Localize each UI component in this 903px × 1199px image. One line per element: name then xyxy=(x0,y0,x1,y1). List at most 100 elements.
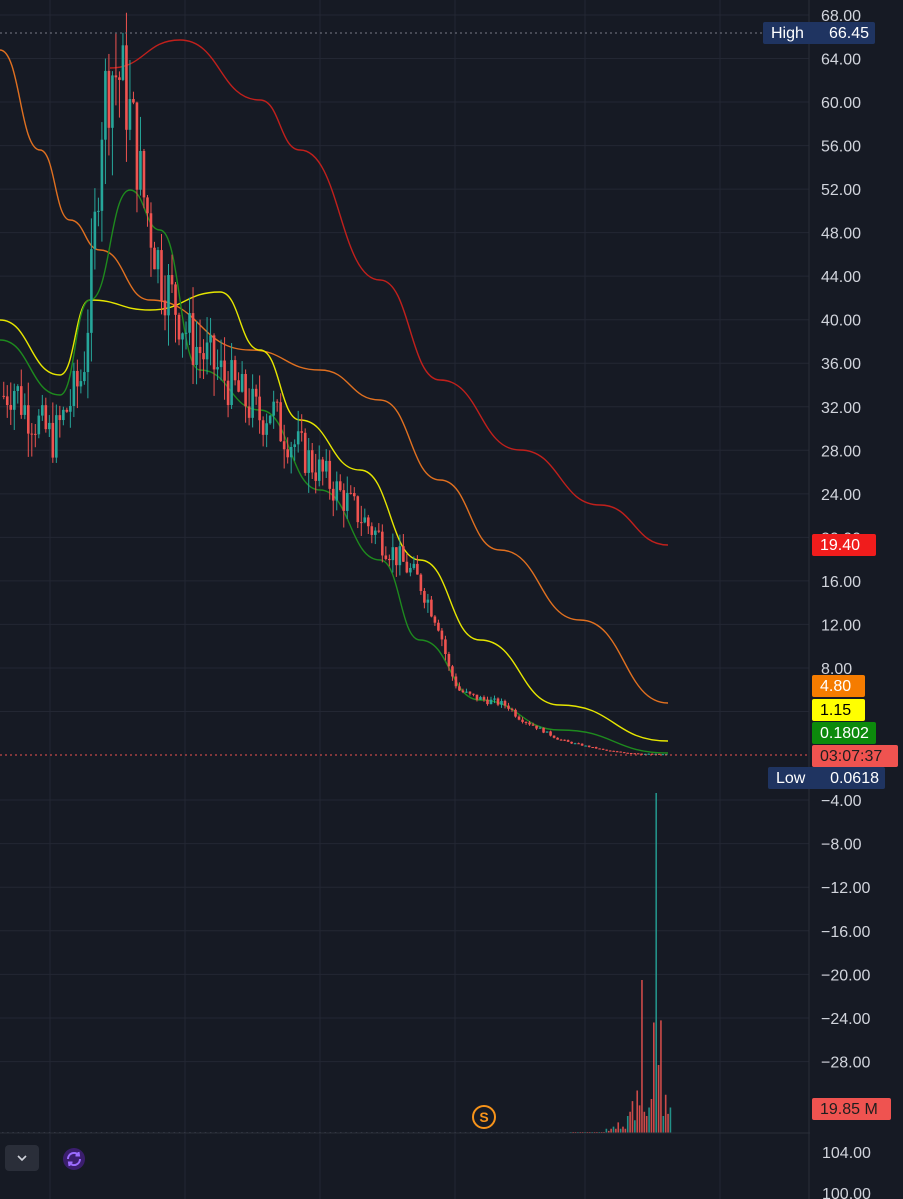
candle-body xyxy=(251,388,254,418)
candle-body xyxy=(643,753,647,755)
candle-body xyxy=(317,459,321,481)
candle-body xyxy=(19,386,23,415)
candle-body xyxy=(524,721,528,723)
volume-bar xyxy=(610,1128,612,1133)
candle-body xyxy=(12,390,16,410)
candle-body xyxy=(538,727,542,729)
candle-body xyxy=(605,749,608,751)
volume-bar xyxy=(607,1130,610,1133)
event-marker[interactable]: S xyxy=(472,1105,496,1129)
price-tick: 60.00 xyxy=(821,95,861,112)
candle-body xyxy=(398,546,402,566)
high-marker: High 66.45 xyxy=(763,22,875,44)
candle-body xyxy=(191,313,195,365)
candle-body xyxy=(629,753,633,755)
candle-body xyxy=(454,676,458,687)
candle-body xyxy=(549,731,552,736)
candle-body xyxy=(531,724,535,726)
candle-body xyxy=(5,396,9,406)
candle-body xyxy=(114,75,118,78)
event-marker-circle xyxy=(472,1105,496,1129)
candle-body xyxy=(437,622,440,631)
price-tag-bg xyxy=(812,699,865,721)
candle-body xyxy=(479,697,482,700)
candle-body xyxy=(261,420,265,435)
price-tag: 03:07:37 xyxy=(812,745,898,767)
price-tick: 68.00 xyxy=(821,8,861,25)
volume-bar xyxy=(634,1120,636,1133)
candle-body xyxy=(594,747,598,749)
candle-body xyxy=(188,313,191,333)
low-marker-label: Low xyxy=(776,770,806,787)
price-tick: 64.00 xyxy=(821,52,861,69)
volume-bar xyxy=(643,1111,646,1133)
candle-body xyxy=(79,381,83,387)
candle-body xyxy=(132,99,135,103)
candle-body xyxy=(83,372,86,382)
price-tick: 12.00 xyxy=(821,617,861,634)
candle-body xyxy=(440,630,444,640)
volume-bar xyxy=(619,1128,622,1133)
candle-body xyxy=(335,481,339,501)
low-marker-value: 0.0618 xyxy=(830,770,879,787)
candle-body xyxy=(349,492,353,494)
candle-body xyxy=(118,77,121,80)
candle-body xyxy=(41,405,44,416)
candle-body xyxy=(209,335,212,343)
candle-body xyxy=(405,561,409,573)
candle-body xyxy=(223,360,226,381)
price-tag: 1.15 xyxy=(812,699,865,721)
candle-body xyxy=(212,335,216,370)
candle-body xyxy=(412,563,416,568)
candle-body xyxy=(612,750,615,752)
candle-body xyxy=(310,450,314,473)
candle-body xyxy=(388,558,391,561)
candle-body xyxy=(619,751,622,753)
candle-body xyxy=(216,367,219,370)
candle-body xyxy=(275,401,279,403)
candle-body xyxy=(282,441,286,450)
candle-body xyxy=(447,653,451,667)
candle-body xyxy=(321,459,325,472)
high-marker-label: High xyxy=(771,25,804,42)
price-tick: −16.00 xyxy=(821,924,870,941)
sync-icon[interactable] xyxy=(62,1147,86,1171)
price-tick: −28.00 xyxy=(821,1055,870,1072)
candle-body xyxy=(559,739,563,741)
candle-body xyxy=(647,753,651,755)
volume-bar xyxy=(636,1090,639,1133)
candle-body xyxy=(500,700,503,705)
moving-average-lines xyxy=(0,39,669,754)
candle-body xyxy=(177,314,181,340)
price-tick: −8.00 xyxy=(821,837,862,854)
candle-body xyxy=(528,722,531,725)
candle-body xyxy=(279,402,282,442)
candle-body xyxy=(475,694,479,700)
candle-body xyxy=(489,699,493,705)
price-tick: 44.00 xyxy=(821,269,861,286)
candle-body xyxy=(146,197,149,214)
candle-body xyxy=(55,415,58,458)
candle-body xyxy=(580,743,584,746)
collapse-pane-button[interactable] xyxy=(5,1145,39,1171)
candle-body xyxy=(244,374,247,407)
candle-body xyxy=(486,699,489,705)
price-tick: 8.00 xyxy=(821,661,852,678)
candle-body xyxy=(2,395,6,397)
candle-body xyxy=(384,555,388,559)
candle-body xyxy=(69,405,72,412)
price-axis[interactable]: 68.00 64.00 60.00 56.00 52.00 48.00 44.00 40.00… xyxy=(821,8,871,1199)
price-tick: 56.00 xyxy=(821,139,861,156)
candle-body xyxy=(563,739,566,741)
candle-body xyxy=(338,481,342,491)
low-marker: Low 0.0618 xyxy=(768,767,885,789)
candle-body xyxy=(423,590,426,603)
price-tag-bg xyxy=(812,745,898,767)
candle-body xyxy=(451,666,454,677)
candle-body xyxy=(44,405,48,430)
candle-body xyxy=(65,409,69,412)
price-tag-value: 03:07:37 xyxy=(820,748,882,765)
candle-body xyxy=(58,415,62,421)
candle-body xyxy=(195,346,198,365)
